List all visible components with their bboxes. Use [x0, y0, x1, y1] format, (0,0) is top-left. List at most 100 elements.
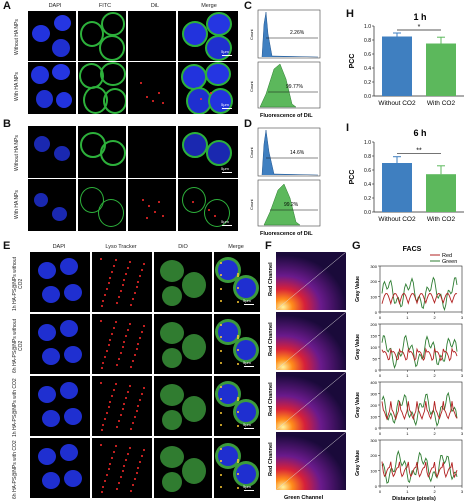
- bar-h-bar-0: [382, 36, 412, 96]
- bar-i-bar-0: [382, 163, 412, 212]
- profile-xtick-label: 3: [461, 315, 464, 320]
- profiles-g-title: FACS: [403, 246, 422, 253]
- panel-label-h: H: [346, 8, 354, 20]
- profile-xtick-label: 2: [434, 489, 437, 494]
- flow-c-bottom-pct: 99.77%: [286, 84, 304, 90]
- legend-red: Red: [442, 253, 452, 259]
- flow-c-top-pct: 2.26%: [290, 30, 305, 36]
- panel-label-e: E: [3, 240, 11, 252]
- profile-ytick-label: 200: [370, 279, 377, 284]
- profile-xtick-label: 3: [461, 373, 464, 378]
- micrograph-a-dil-2: [128, 62, 176, 114]
- micrograph-a-fitc-2: [78, 62, 126, 114]
- flow-c-xlabel: Fluorescence of DiL: [260, 113, 313, 119]
- bar-i-ytick-label: 0.8: [364, 154, 371, 160]
- bar-h-ylabel: PCC: [349, 54, 356, 69]
- flow-d-bottom-pct: 99.2%: [284, 202, 299, 208]
- bar-i-category-0: Without CO2: [378, 216, 416, 223]
- profile-xtick-label: 1: [406, 431, 409, 436]
- profile-ytick-label: 100: [370, 294, 377, 299]
- profile-ytick-label: 0: [375, 368, 378, 373]
- micrograph-a-dapi-2: [28, 62, 76, 114]
- profile-ytick-label: 300: [370, 264, 377, 269]
- bar-i-ytick-label: 1.0: [364, 140, 371, 146]
- profile-green-trace-1: [381, 276, 458, 312]
- profile-ytick-label: 300: [370, 438, 377, 443]
- scatter-f-xlabel: Green Channel: [284, 495, 324, 501]
- panel-label-g: G: [352, 240, 361, 252]
- scale-b1: 5μm: [221, 166, 229, 171]
- panel-label-c: C: [244, 0, 252, 12]
- profile-xtick-label: 0: [379, 489, 382, 494]
- row-label-a2: With HA NPs: [14, 72, 20, 102]
- col-dio-e: DiO: [178, 244, 188, 250]
- flow-d-top-pct: 14.6%: [290, 150, 305, 156]
- row-label-a1: Without HA NPs: [14, 19, 20, 55]
- bar-h-ytick-label: 0.2: [364, 80, 371, 86]
- micrograph-a-dil-1: [128, 11, 176, 61]
- profile-ylabel-2: Gray Value: [355, 334, 361, 360]
- bar-h-bar-1: [426, 43, 456, 96]
- bar-chart-h: 1 h 0.0 0.2 0.4 0.6 0.8 1.0 PCC Without CO2 With …: [349, 12, 464, 107]
- profile-ylabel-3: Gray Value: [355, 392, 361, 418]
- scale-a1: 5μm: [221, 49, 229, 54]
- bar-i-bar-1: [426, 174, 456, 212]
- profile-xtick-label: 3: [461, 431, 464, 436]
- micrograph-e-r4-c2: [92, 438, 152, 498]
- profile-xtick-label: 0: [379, 373, 382, 378]
- col-merge-e: Merge: [228, 244, 244, 250]
- micrograph-e-r1-c2: [92, 252, 152, 312]
- micrograph-b-dapi-2: [28, 179, 76, 231]
- bar-i-ylabel: PCC: [349, 170, 356, 185]
- bar-h-ytick-label: 1.0: [364, 24, 371, 30]
- col-dapi-a: DAPI: [48, 3, 62, 9]
- profile-red-trace-2: [381, 347, 458, 362]
- micrograph-e-r1-c3: [154, 252, 212, 312]
- bar-i-ytick-label: 0.2: [364, 196, 371, 202]
- profile-xtick-label: 1: [406, 315, 409, 320]
- profiles-g-xlabel: Distance (pixels): [392, 496, 436, 502]
- scatter-f-ylabel-4: Red Channel: [268, 442, 274, 476]
- flow-histogram-c: 2.26% Count 99.77% Count Fluorescence of…: [249, 9, 321, 119]
- col-fitc-a: FITC: [98, 3, 112, 9]
- row-label-b2: With HA NPs: [14, 190, 20, 220]
- row-label-e1: 1h HA-PS@NPs without CO2: [12, 257, 24, 311]
- bar-i-ytick-label: 0.6: [364, 168, 371, 174]
- panel-label-a: A: [3, 0, 11, 12]
- flow-c-ylabel-bottom: Count: [249, 80, 254, 92]
- micrograph-e-r2-c1: [30, 314, 90, 374]
- profile-xtick-label: 2: [434, 431, 437, 436]
- micrograph-e-r3-c1: [30, 376, 90, 436]
- profile-ytick-label: 200: [370, 322, 377, 327]
- panel-label-i: I: [346, 122, 350, 134]
- bar-i-ytick-label: 0.0: [364, 210, 371, 216]
- profile-green-trace-3: [381, 391, 458, 427]
- scatter-panel-f: Red Channel Red Channel Red Channel Red …: [268, 251, 347, 501]
- profile-box-2: [379, 323, 463, 371]
- scale-a2: 5μm: [221, 102, 229, 107]
- bar-h-title: 1 h: [413, 12, 426, 22]
- profile-green-trace-4: [381, 449, 458, 484]
- micrograph-e-r2-c2: [92, 314, 152, 374]
- micrograph-b-fitc-2: [78, 179, 126, 231]
- scale-e1: 5μm: [243, 298, 251, 303]
- panel-label-b: B: [3, 118, 11, 130]
- micrograph-b-merge-2: 5μm: [178, 179, 238, 231]
- scale-e2: 5μm: [243, 360, 251, 365]
- col-lyso-e: Lyso Tracker: [105, 244, 137, 250]
- bar-h-ytick-label: 0.0: [364, 94, 371, 100]
- scale-e3: 5μm: [243, 422, 251, 427]
- legend-green: Green: [442, 259, 457, 265]
- micrograph-b-fitc-1: [78, 126, 126, 178]
- profile-ytick-label: 100: [370, 345, 377, 350]
- col-merge-a: Merge: [201, 3, 217, 9]
- bar-h-sig-mark: *: [418, 24, 421, 31]
- scale-b2: 5μm: [221, 219, 229, 224]
- bar-i-category-1: With CO2: [427, 216, 456, 223]
- bar-h-ytick-label: 0.8: [364, 38, 371, 44]
- profile-ytick-label: 200: [370, 403, 377, 408]
- micrograph-e-r2-c3: [154, 314, 212, 374]
- col-dapi-e: DAPI: [52, 244, 66, 250]
- micrograph-e-r2-c4: 5μm: [214, 314, 260, 374]
- profile-ytick-label: 200: [370, 453, 377, 458]
